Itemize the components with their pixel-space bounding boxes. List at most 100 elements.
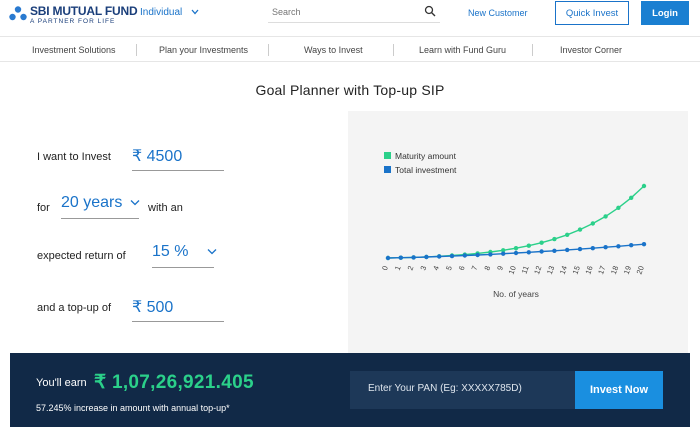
x-tick-label: 2 bbox=[406, 265, 416, 272]
nav-divider bbox=[136, 44, 137, 56]
search-box bbox=[268, 3, 440, 23]
x-axis-label: No. of years bbox=[493, 289, 539, 299]
x-tick-label: 17 bbox=[596, 265, 607, 276]
data-point[interactable] bbox=[437, 254, 442, 259]
x-tick-label: 10 bbox=[507, 265, 518, 276]
with-an-label: with an bbox=[148, 202, 183, 214]
segment-label: Individual bbox=[140, 7, 183, 18]
x-tick-label: 5 bbox=[444, 265, 454, 272]
nav-investment-solutions[interactable]: Investment Solutions bbox=[32, 45, 116, 55]
data-point[interactable] bbox=[590, 221, 595, 226]
return-dropdown[interactable]: 15 % bbox=[152, 243, 214, 268]
chevron-down-icon[interactable] bbox=[207, 248, 217, 256]
data-point[interactable] bbox=[590, 246, 595, 251]
x-tick-label: 18 bbox=[609, 265, 620, 276]
invest-now-button[interactable]: Invest Now bbox=[575, 371, 663, 409]
calculator-form: I want to Invest ₹ 4500 for 20 years wit… bbox=[14, 111, 348, 353]
x-tick-label: 15 bbox=[571, 265, 582, 276]
page-title: Goal Planner with Top-up SIP bbox=[255, 82, 445, 98]
x-tick-label: 7 bbox=[470, 265, 480, 272]
nav-divider bbox=[393, 44, 394, 56]
data-point[interactable] bbox=[552, 248, 557, 253]
data-point[interactable] bbox=[526, 243, 531, 248]
main-nav: Investment Solutions Plan your Investmen… bbox=[0, 36, 700, 62]
invest-amount-input[interactable]: ₹ 4500 bbox=[132, 146, 224, 171]
nav-investor-corner[interactable]: Investor Corner bbox=[560, 45, 623, 55]
legend-swatch-maturity bbox=[384, 152, 391, 159]
invest-label: I want to Invest bbox=[37, 151, 111, 163]
data-point[interactable] bbox=[577, 246, 583, 252]
nav-divider bbox=[532, 44, 533, 56]
data-point[interactable] bbox=[603, 245, 608, 250]
data-point[interactable] bbox=[565, 247, 570, 253]
login-button[interactable]: Login bbox=[641, 1, 689, 25]
x-tick-label: 16 bbox=[583, 265, 594, 276]
data-point[interactable] bbox=[641, 242, 647, 247]
data-point[interactable] bbox=[488, 252, 493, 257]
logo-title: SBI MUTUAL FUND bbox=[30, 4, 138, 18]
x-tick-label: 20 bbox=[635, 265, 646, 276]
top-header: SBI MUTUAL FUND A PARTNER FOR LIFE Indiv… bbox=[0, 0, 700, 36]
data-point[interactable] bbox=[411, 255, 416, 260]
data-point[interactable] bbox=[449, 253, 455, 259]
logo-tagline: A PARTNER FOR LIFE bbox=[30, 18, 116, 25]
data-point[interactable] bbox=[462, 253, 467, 258]
data-point[interactable] bbox=[629, 195, 634, 200]
data-point[interactable] bbox=[526, 250, 531, 255]
data-point[interactable] bbox=[577, 227, 583, 232]
data-point[interactable] bbox=[513, 246, 519, 251]
earn-label: You'll earn bbox=[36, 377, 87, 389]
logo-mark-icon bbox=[9, 6, 27, 21]
x-tick-label: 13 bbox=[545, 265, 556, 276]
pan-input[interactable] bbox=[368, 383, 568, 394]
nav-fund-guru[interactable]: Learn with Fund Guru bbox=[419, 45, 507, 55]
data-point[interactable] bbox=[629, 243, 634, 248]
nav-plan-investments[interactable]: Plan your Investments bbox=[159, 45, 249, 55]
chevron-down-icon[interactable] bbox=[130, 199, 140, 207]
search-icon[interactable] bbox=[424, 5, 436, 17]
increase-text: 57.245% increase in amount with annual t… bbox=[36, 403, 230, 413]
data-point[interactable] bbox=[385, 255, 391, 261]
data-point[interactable] bbox=[641, 183, 647, 189]
topup-amount-input[interactable]: ₹ 500 bbox=[132, 297, 224, 322]
data-point[interactable] bbox=[603, 214, 608, 219]
x-axis-ticks: 0 1 2 3 4 5 6 7 8 9 10 11 12 13 14 15 16 17 18 19 20 bbox=[380, 265, 646, 276]
x-tick-label: 14 bbox=[558, 265, 569, 276]
segment-selector[interactable]: Individual bbox=[140, 7, 199, 18]
data-point[interactable] bbox=[552, 236, 557, 242]
topup-label: and a top-up of bbox=[37, 302, 112, 314]
data-point[interactable] bbox=[424, 254, 429, 260]
nav-divider bbox=[268, 44, 269, 56]
data-point[interactable] bbox=[539, 249, 544, 254]
data-point[interactable] bbox=[501, 251, 506, 256]
x-tick-label: 12 bbox=[532, 265, 543, 276]
nav-ways-to-invest[interactable]: Ways to Invest bbox=[304, 45, 363, 55]
data-point[interactable] bbox=[501, 248, 506, 253]
data-point[interactable] bbox=[398, 255, 403, 260]
x-tick-label: 6 bbox=[457, 265, 467, 272]
chevron-down-icon bbox=[191, 9, 199, 15]
years-dropdown[interactable]: 20 years bbox=[61, 194, 139, 219]
for-label: for bbox=[37, 202, 50, 214]
data-point[interactable] bbox=[565, 232, 570, 237]
result-strip: You'll earn ₹ 1,07,26,921.405 57.245% in… bbox=[10, 353, 690, 427]
sbi-logo[interactable]: SBI MUTUAL FUND A PARTNER FOR LIFE bbox=[8, 2, 138, 32]
x-tick-label: 0 bbox=[380, 265, 390, 272]
return-label: expected return of bbox=[37, 250, 126, 262]
data-point[interactable] bbox=[539, 240, 544, 245]
data-point[interactable] bbox=[616, 205, 621, 210]
quick-invest-button[interactable]: Quick Invest bbox=[555, 1, 629, 25]
legend-maturity-label: Maturity amount bbox=[395, 151, 457, 161]
x-tick-label: 1 bbox=[393, 265, 403, 272]
chart-series bbox=[385, 183, 647, 261]
pan-field bbox=[350, 371, 576, 409]
data-point[interactable] bbox=[513, 250, 519, 256]
new-customer-link[interactable]: New Customer bbox=[468, 8, 528, 18]
x-tick-label: 3 bbox=[418, 265, 428, 272]
legend-investment-label: Total investment bbox=[395, 165, 457, 175]
search-input[interactable] bbox=[272, 7, 412, 17]
legend-swatch-investment bbox=[384, 166, 391, 173]
data-point[interactable] bbox=[616, 244, 621, 249]
data-point[interactable] bbox=[475, 252, 480, 258]
